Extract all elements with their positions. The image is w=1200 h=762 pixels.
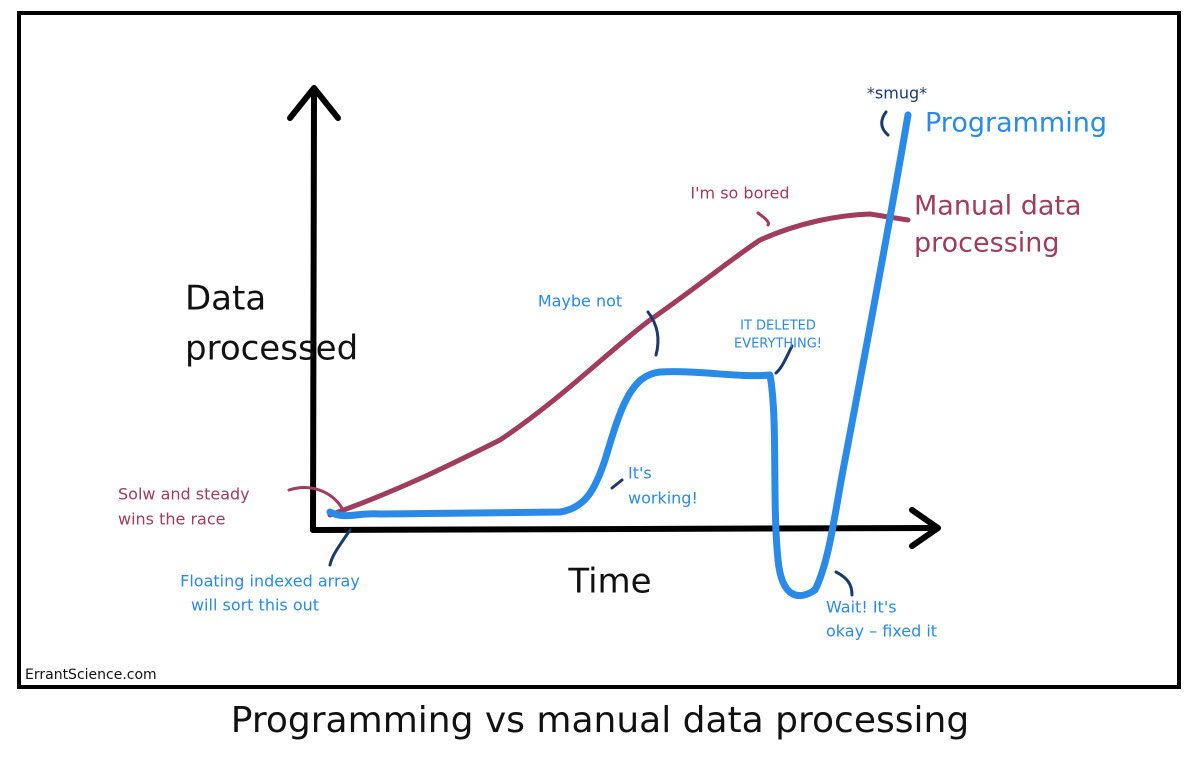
leader-floating (328, 528, 352, 567)
annotation: working! (628, 489, 698, 508)
annotation: It's (628, 464, 652, 483)
annotation: Maybe not (538, 292, 622, 311)
credit: ErrantScience.com (25, 667, 157, 683)
comic-title: Programming vs manual data processing (231, 700, 969, 741)
x-axis-arrow (909, 507, 941, 549)
leader-working (610, 478, 624, 490)
annotation: Solw and steady (118, 485, 250, 504)
programming-curve (326, 111, 912, 600)
annotation: Floating indexed array (180, 572, 360, 591)
annotation: Wait! It's (826, 598, 897, 617)
y-axis-label: Data (185, 279, 266, 319)
leaders (287, 110, 890, 597)
y-axis-label: processed (185, 329, 358, 369)
y-axis-arrow (287, 85, 341, 121)
annotation: okay – fixed it (826, 622, 937, 641)
leader-smug (880, 110, 890, 137)
annotation: I'm so bored (690, 184, 789, 203)
panel-frame (17, 11, 1181, 689)
smug-note: *smug* (867, 84, 927, 103)
leader-maybe (646, 310, 660, 357)
y-axis (310, 92, 317, 533)
x-axis-label: Time (567, 562, 651, 602)
leader-slow (287, 486, 345, 512)
leader-deleted (774, 344, 794, 375)
manual-label: Manual data (914, 191, 1082, 222)
annotation: wins the race (118, 510, 225, 529)
annotation: IT DELETED (740, 319, 816, 334)
annotation: EVERYTHING! (734, 337, 822, 352)
programming-label: Programming (925, 108, 1107, 139)
annotation: will sort this out (191, 596, 319, 615)
leader-bored (756, 211, 770, 227)
leader-fixed (834, 570, 854, 597)
manual-label: processing (914, 228, 1060, 259)
x-axis (310, 525, 938, 533)
manual-curve (327, 211, 911, 518)
